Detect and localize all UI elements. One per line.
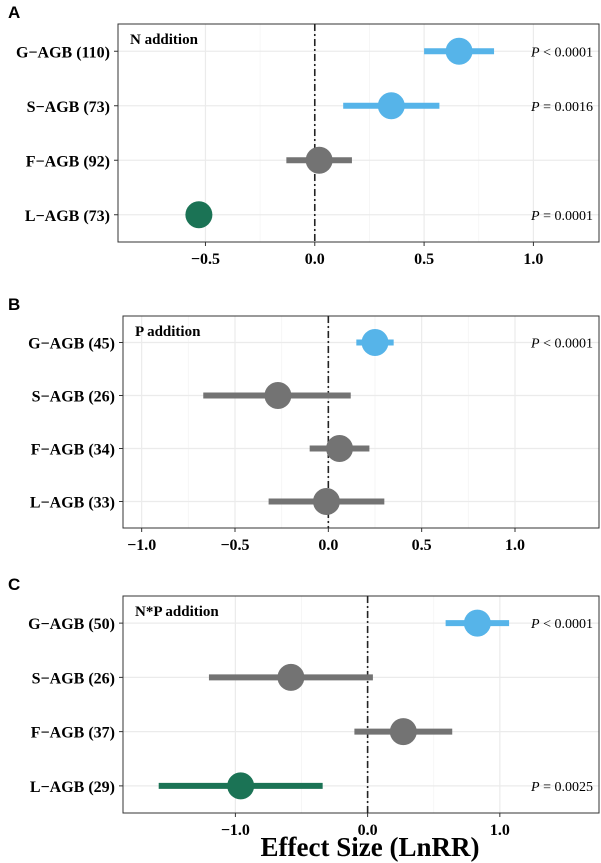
x-tick-label: 1.0 xyxy=(490,822,510,839)
panel-letter: C xyxy=(8,575,20,594)
p-value-number: < 0.0001 xyxy=(540,617,593,632)
panel-title: P addition xyxy=(135,324,201,340)
estimate-point xyxy=(326,435,354,462)
y-tick-label: S−AGB (26) xyxy=(32,389,115,406)
p-value-symbol: P xyxy=(530,100,540,115)
p-value-number: = 0.0025 xyxy=(540,780,593,795)
y-tick-label: L−AGB (29) xyxy=(30,779,115,796)
p-value-symbol: P xyxy=(530,45,540,60)
panel-b: B P addition G−AGB (45) P < 0.0001 S−AGB (26… xyxy=(8,295,600,554)
p-value-number: = 0.0001 xyxy=(540,209,593,224)
p-value-number: < 0.0001 xyxy=(540,45,593,60)
y-tick-label: F−AGB (37) xyxy=(31,725,115,742)
estimate-point xyxy=(445,37,473,65)
estimate-point xyxy=(312,488,340,515)
x-tick-label: 0.0 xyxy=(305,251,325,268)
x-tick-label: 1.0 xyxy=(523,251,543,268)
p-value-symbol: P xyxy=(530,209,540,224)
y-tick-label: G−AGB (45) xyxy=(28,336,115,353)
p-value-label: P = 0.0016 xyxy=(530,100,593,115)
x-axis-title: Effect Size (LnRR) xyxy=(261,832,480,862)
y-tick-label: F−AGB (92) xyxy=(26,153,110,170)
estimate-point xyxy=(227,772,255,800)
x-tick-label: 0.0 xyxy=(358,822,378,839)
x-tick-label: −0.5 xyxy=(220,537,249,554)
y-tick-label: S−AGB (73) xyxy=(27,99,110,116)
p-value-symbol: P xyxy=(530,617,540,632)
x-tick-label: 0.0 xyxy=(318,537,338,554)
x-tick-label: −1.0 xyxy=(127,537,156,554)
p-value-label: P = 0.0025 xyxy=(530,780,593,795)
y-tick-label: F−AGB (34) xyxy=(31,442,115,459)
panel-letter: B xyxy=(8,295,20,314)
panel-border xyxy=(122,315,600,529)
panel-border xyxy=(122,595,600,814)
p-value-label: P < 0.0001 xyxy=(530,337,593,352)
estimate-point xyxy=(264,382,292,409)
panel-title: N addition xyxy=(130,32,199,48)
estimate-point xyxy=(185,201,213,229)
estimate-point xyxy=(389,718,417,746)
y-tick-label: S−AGB (26) xyxy=(32,670,115,687)
y-tick-label: L−AGB (33) xyxy=(30,495,115,512)
x-tick-label: −1.0 xyxy=(221,822,250,839)
p-value-number: < 0.0001 xyxy=(540,337,593,352)
p-value-symbol: P xyxy=(530,337,540,352)
panel-a: A N addition G−AGB (110) P < 0.0001 S−AGB (7… xyxy=(8,3,600,268)
p-value-label: P < 0.0001 xyxy=(530,617,593,632)
estimate-point xyxy=(361,329,389,356)
panel-border xyxy=(117,23,600,243)
p-value-symbol: P xyxy=(530,780,540,795)
y-tick-label: G−AGB (110) xyxy=(16,44,110,61)
p-value-label: P < 0.0001 xyxy=(530,45,593,60)
x-tick-label: 1.0 xyxy=(505,537,525,554)
x-tick-label: 0.5 xyxy=(412,537,432,554)
estimate-point xyxy=(277,663,305,691)
panels-group: A N addition G−AGB (110) P < 0.0001 S−AGB (7… xyxy=(8,3,600,839)
x-tick-label: 0.5 xyxy=(414,251,434,268)
panel-letter: A xyxy=(8,3,20,22)
x-tick-label: −0.5 xyxy=(191,251,220,268)
p-value-label: P = 0.0001 xyxy=(530,209,593,224)
panel-c: C N*P addition G−AGB (50) P < 0.0001 S−AGB (… xyxy=(8,575,600,839)
estimate-point xyxy=(463,609,491,637)
y-tick-label: G−AGB (50) xyxy=(28,616,115,633)
y-tick-label: L−AGB (73) xyxy=(25,208,110,225)
estimate-point xyxy=(377,92,405,120)
p-value-number: = 0.0016 xyxy=(540,100,593,115)
estimate-point xyxy=(305,146,333,174)
panel-title: N*P addition xyxy=(135,604,219,620)
